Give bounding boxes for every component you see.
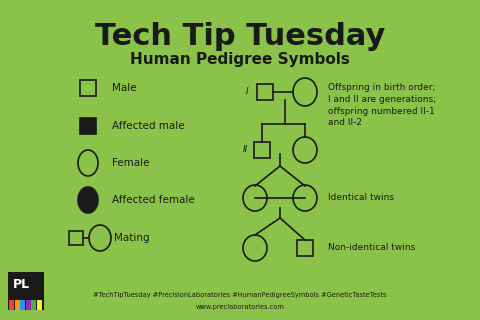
Text: II: II bbox=[243, 146, 248, 155]
Text: Mating: Mating bbox=[114, 233, 150, 243]
Bar bbox=[20, 300, 25, 310]
Ellipse shape bbox=[293, 78, 317, 106]
Bar bbox=[297, 240, 313, 256]
Bar bbox=[9, 300, 14, 310]
Text: I: I bbox=[245, 87, 248, 97]
Ellipse shape bbox=[243, 185, 267, 211]
Bar bbox=[14, 300, 20, 310]
Text: www.preclaboratories.com: www.preclaboratories.com bbox=[195, 304, 285, 310]
Bar bbox=[36, 300, 41, 310]
Bar bbox=[80, 118, 96, 134]
Ellipse shape bbox=[78, 150, 98, 176]
Ellipse shape bbox=[293, 185, 317, 211]
Text: PL: PL bbox=[13, 278, 30, 291]
Ellipse shape bbox=[78, 187, 98, 213]
Ellipse shape bbox=[293, 137, 317, 163]
Text: #TechTipTuesday #PrecisionLaboratories #HumanPedigreeSymbols #GeneticTasteTests: #TechTipTuesday #PrecisionLaboratories #… bbox=[93, 292, 387, 298]
Ellipse shape bbox=[89, 225, 111, 251]
Bar bbox=[69, 231, 83, 245]
Text: Human Pedigree Symbols: Human Pedigree Symbols bbox=[130, 52, 350, 67]
Text: Tech Tip Tuesday: Tech Tip Tuesday bbox=[95, 22, 385, 51]
Ellipse shape bbox=[243, 235, 267, 261]
Text: Non-identical twins: Non-identical twins bbox=[328, 244, 415, 252]
Bar bbox=[25, 300, 31, 310]
Bar bbox=[8, 272, 44, 310]
Bar bbox=[80, 80, 96, 96]
Bar bbox=[257, 84, 273, 100]
Bar bbox=[31, 300, 36, 310]
Text: Female: Female bbox=[112, 158, 149, 168]
Text: Affected female: Affected female bbox=[112, 195, 195, 205]
Text: Male: Male bbox=[112, 83, 137, 93]
Text: Affected male: Affected male bbox=[112, 121, 185, 131]
Text: Identical twins: Identical twins bbox=[328, 194, 394, 203]
Bar bbox=[254, 142, 270, 158]
Text: Offspring in birth order;
I and II are generations;
offspring numbered II-1
and : Offspring in birth order; I and II are g… bbox=[328, 83, 436, 127]
